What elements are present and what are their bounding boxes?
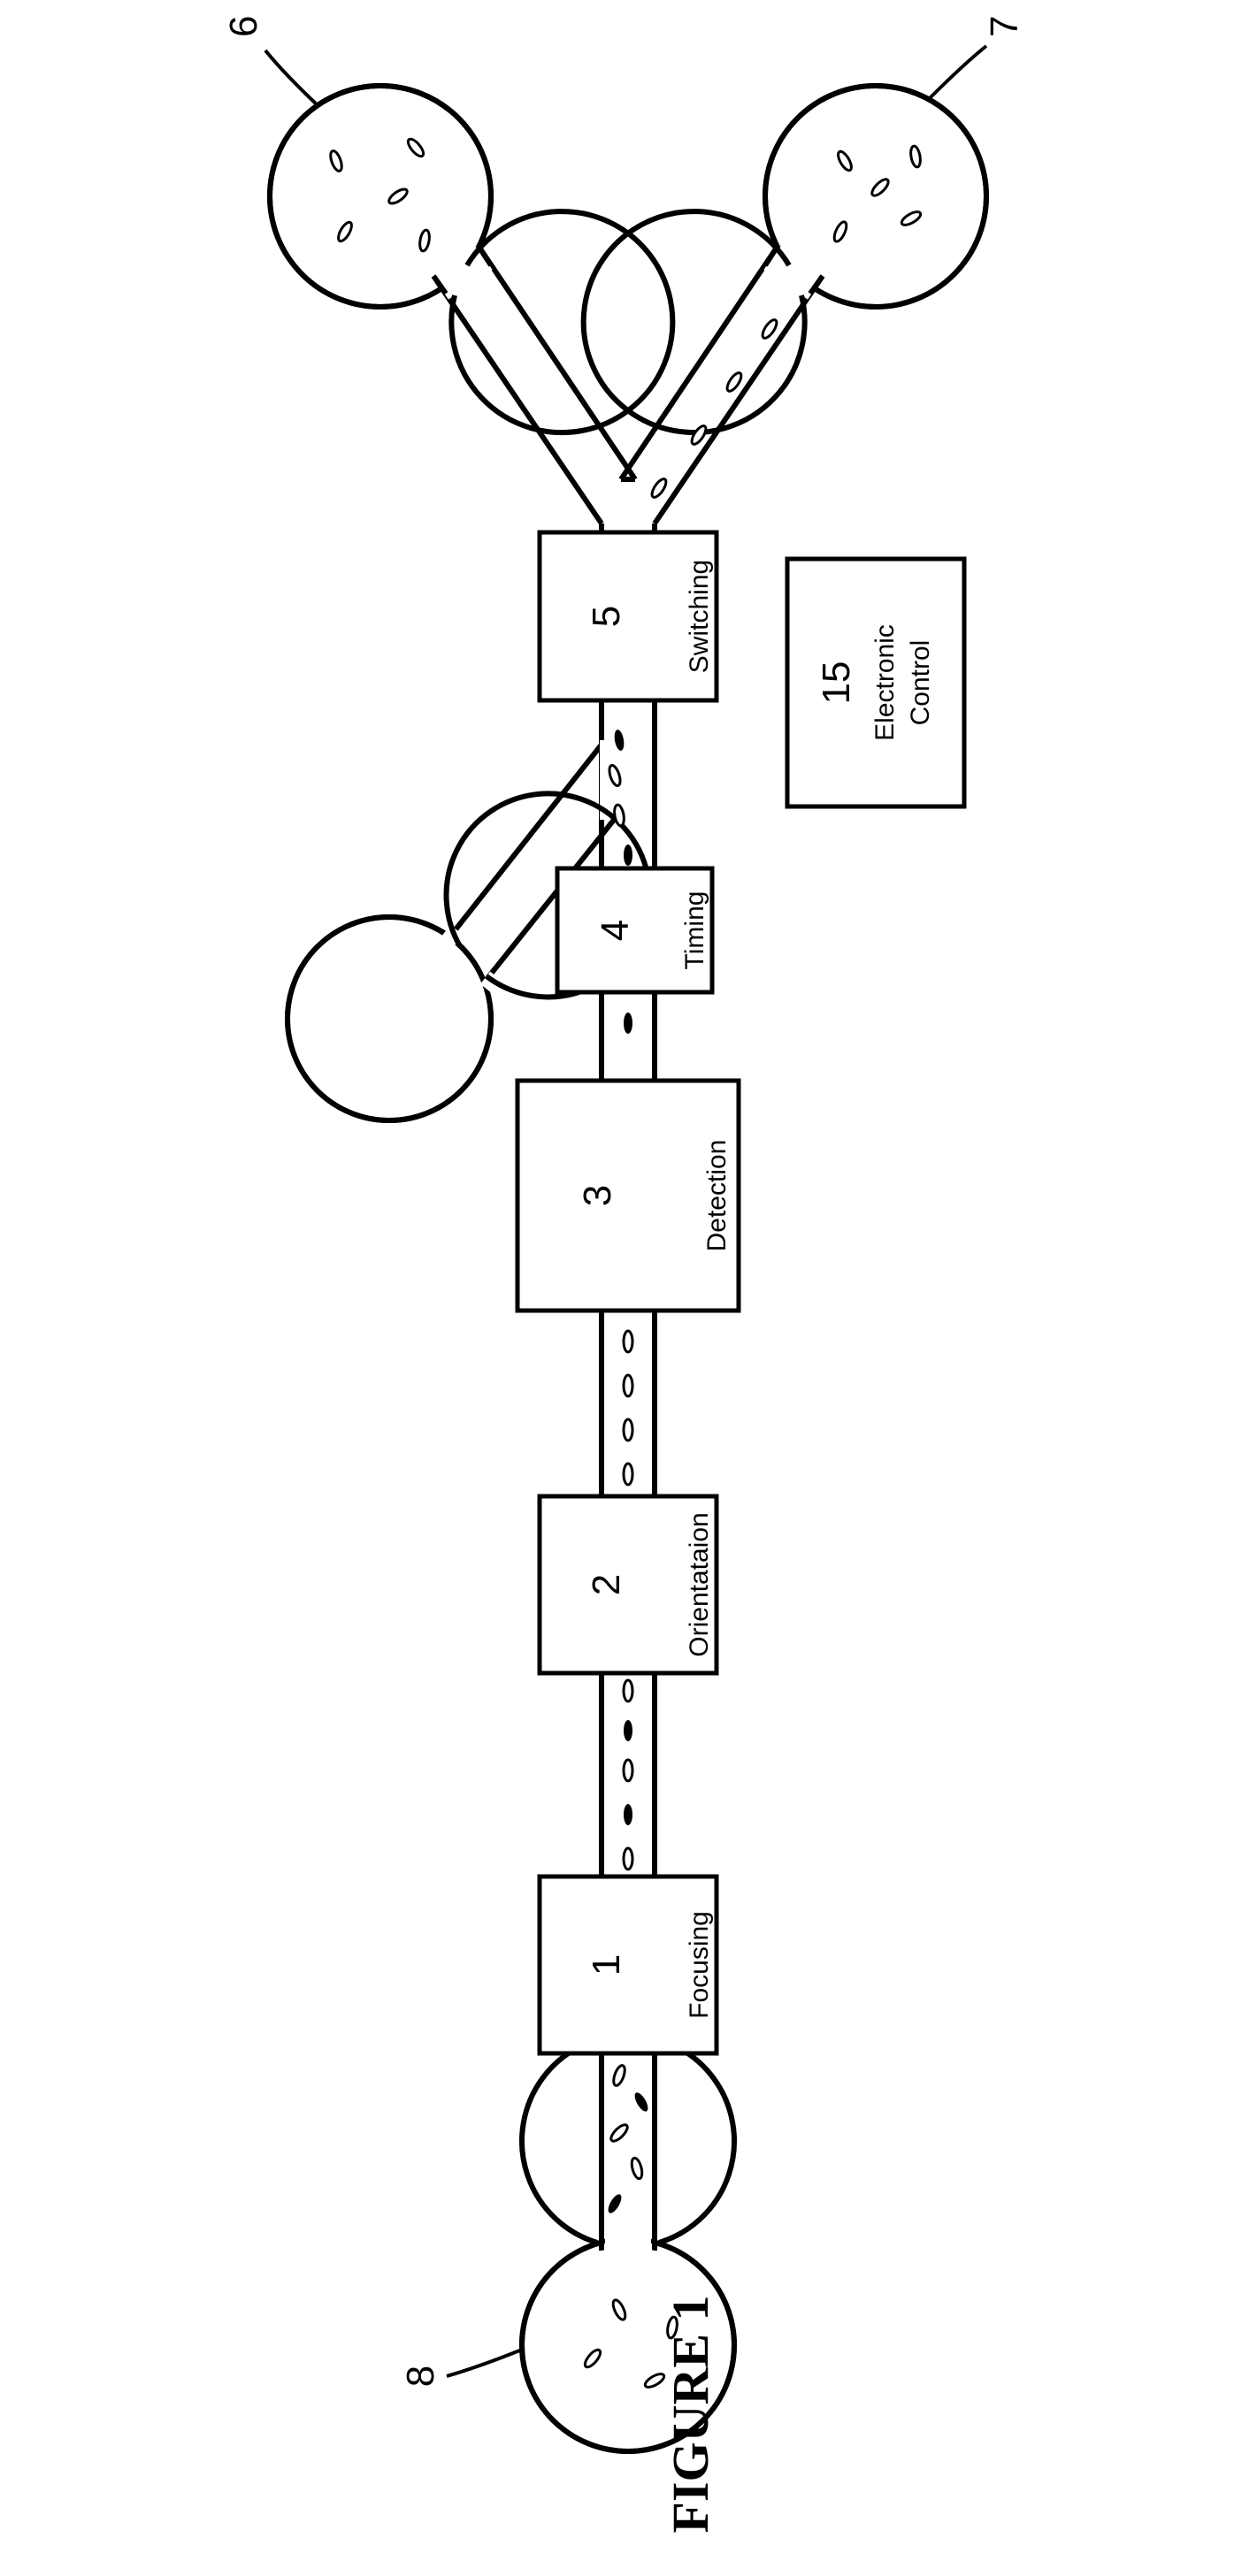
box-3-num: 3	[576, 1185, 619, 1206]
box-2-label: Orientataion	[685, 1512, 714, 1656]
box-3-label: Detection	[702, 1140, 732, 1252]
callout-6: 6	[222, 16, 318, 106]
callout-7: 7	[929, 16, 1026, 99]
box-15-label-line2: Control	[906, 640, 935, 726]
box-4-label: Timing	[680, 891, 709, 970]
callout-8-label: 8	[399, 2366, 442, 2387]
box-1-num: 1	[585, 1954, 628, 1976]
box-2-num: 2	[585, 1574, 628, 1595]
figure-title: FIGURE 1	[662, 2295, 719, 2533]
branch-6-wall	[433, 276, 602, 524]
box-orientation: 2 Orientataion	[540, 1496, 717, 1673]
branch-7-wall	[621, 245, 778, 479]
branch-7-wall	[655, 276, 823, 524]
box-15-num: 15	[815, 661, 858, 705]
box-detection: 3 Detection	[517, 1081, 739, 1311]
box-timing: 4 Timing	[557, 868, 712, 992]
box-15-label-line1: Electronic	[870, 624, 900, 741]
branch-6-wall	[478, 245, 635, 479]
box-4-num: 4	[594, 920, 637, 941]
callout-7-label: 7	[983, 16, 1026, 37]
box-5-num: 5	[585, 606, 628, 627]
box-5-label: Switching	[685, 560, 714, 673]
box-focusing: 1 Focusing	[540, 1877, 717, 2053]
box-1-label: Focusing	[685, 1911, 714, 2019]
box-electronic-control: 15 Electronic Control	[787, 559, 964, 806]
callout-8: 8	[399, 2350, 522, 2387]
box-switching: 5 Switching	[540, 532, 717, 700]
callout-6-label: 6	[222, 16, 265, 37]
